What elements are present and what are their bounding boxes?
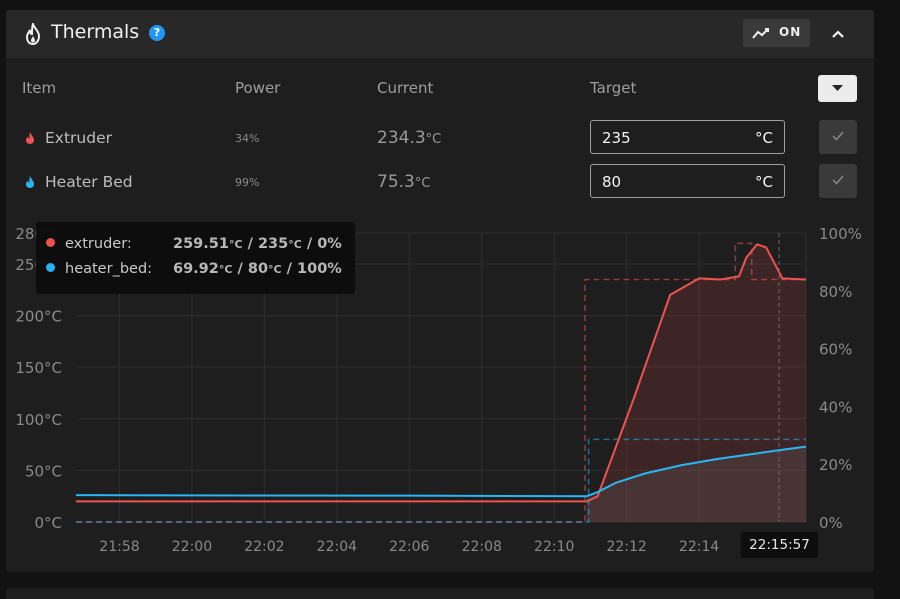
heater-bed-line <box>75 445 807 498</box>
x-tick-label: 22:06 <box>389 539 429 555</box>
legend-dot-extruder <box>46 238 55 247</box>
heater-bed-area <box>586 446 806 522</box>
next-panel <box>6 588 874 599</box>
x-tick-label: 22:14 <box>679 539 719 555</box>
legend-dot-heater-bed <box>46 263 55 272</box>
x-tick-label: 22:00 <box>172 539 212 555</box>
column-header-target: Target <box>590 79 637 97</box>
fire-icon <box>25 23 41 45</box>
heater-name-extruder: Extruder <box>45 129 112 147</box>
y2-tick-label: 60% <box>819 341 852 359</box>
heater-bed-target-line <box>76 438 806 523</box>
toggle-label: ON <box>779 25 802 39</box>
bed-target-input[interactable]: 80 °C <box>590 164 785 198</box>
extruder-line <box>76 243 807 503</box>
tooltip-row-extruder: extruder: 259.51°C / 235°C / 0% <box>46 236 342 256</box>
check-icon <box>832 131 844 141</box>
extruder-area <box>586 244 806 522</box>
y-tick-label: 100°C <box>15 411 62 429</box>
y-tick-label: 150°C <box>15 359 62 377</box>
y2-tick-label: 40% <box>819 398 852 416</box>
y2-tick-label: 80% <box>819 283 852 301</box>
column-header-item: Item <box>22 79 57 97</box>
column-header-power: Power <box>235 79 281 97</box>
extruder-target-confirm-button[interactable] <box>819 120 857 154</box>
y-tick-label: 200°C <box>15 308 62 326</box>
x-tick-label: 22:12 <box>606 539 646 555</box>
x-tick-label: 22:08 <box>462 539 502 555</box>
cursor-time-badge: 22:15:57 <box>741 532 818 558</box>
heaters-table: Item Power Current Target Extruder 34% 2… <box>6 58 874 208</box>
chevron-up-icon[interactable] <box>826 24 850 44</box>
question-circle-icon[interactable]: ? <box>149 25 165 41</box>
y2-tick-label: 100% <box>819 225 862 243</box>
check-icon <box>832 175 844 185</box>
heater-current-extruder: 234.3°C <box>377 128 442 148</box>
y-tick-label: 0°C <box>34 514 62 532</box>
x-tick-label: 22:02 <box>244 539 284 555</box>
panel-title: Thermals <box>51 21 140 43</box>
table-options-dropdown-button[interactable] <box>818 75 857 102</box>
caret-down-icon <box>832 85 843 91</box>
heater-power-bed: 99% <box>235 176 260 189</box>
panel-header: Thermals ? ON <box>6 10 874 58</box>
fire-icon <box>26 132 34 144</box>
y-tick-label: 50°C <box>25 462 62 480</box>
extruder-target-input[interactable]: 235 °C <box>590 120 785 154</box>
extruder-target-line <box>76 242 806 523</box>
chart-line-icon <box>752 28 769 39</box>
heater-name-bed: Heater Bed <box>45 173 133 191</box>
fire-icon <box>26 176 34 188</box>
chart-toggle-button[interactable]: ON <box>743 19 810 47</box>
y2-tick-label: 20% <box>819 456 852 474</box>
y2-tick-label: 0% <box>819 514 843 532</box>
tooltip-row-heater-bed: heater_bed: 69.92°C / 80°C / 100% <box>46 261 342 281</box>
heater-current-bed: 75.3°C <box>377 172 431 192</box>
x-tick-label: 22:04 <box>317 539 357 555</box>
x-tick-label: 22:10 <box>534 539 574 555</box>
bed-target-confirm-button[interactable] <box>819 164 857 198</box>
chart-tooltip: extruder: 259.51°C / 235°C / 0% heater_be… <box>36 222 355 294</box>
heater-power-extruder: 34% <box>235 132 260 145</box>
column-header-current: Current <box>377 79 434 97</box>
x-tick-label: 21:58 <box>99 539 139 555</box>
